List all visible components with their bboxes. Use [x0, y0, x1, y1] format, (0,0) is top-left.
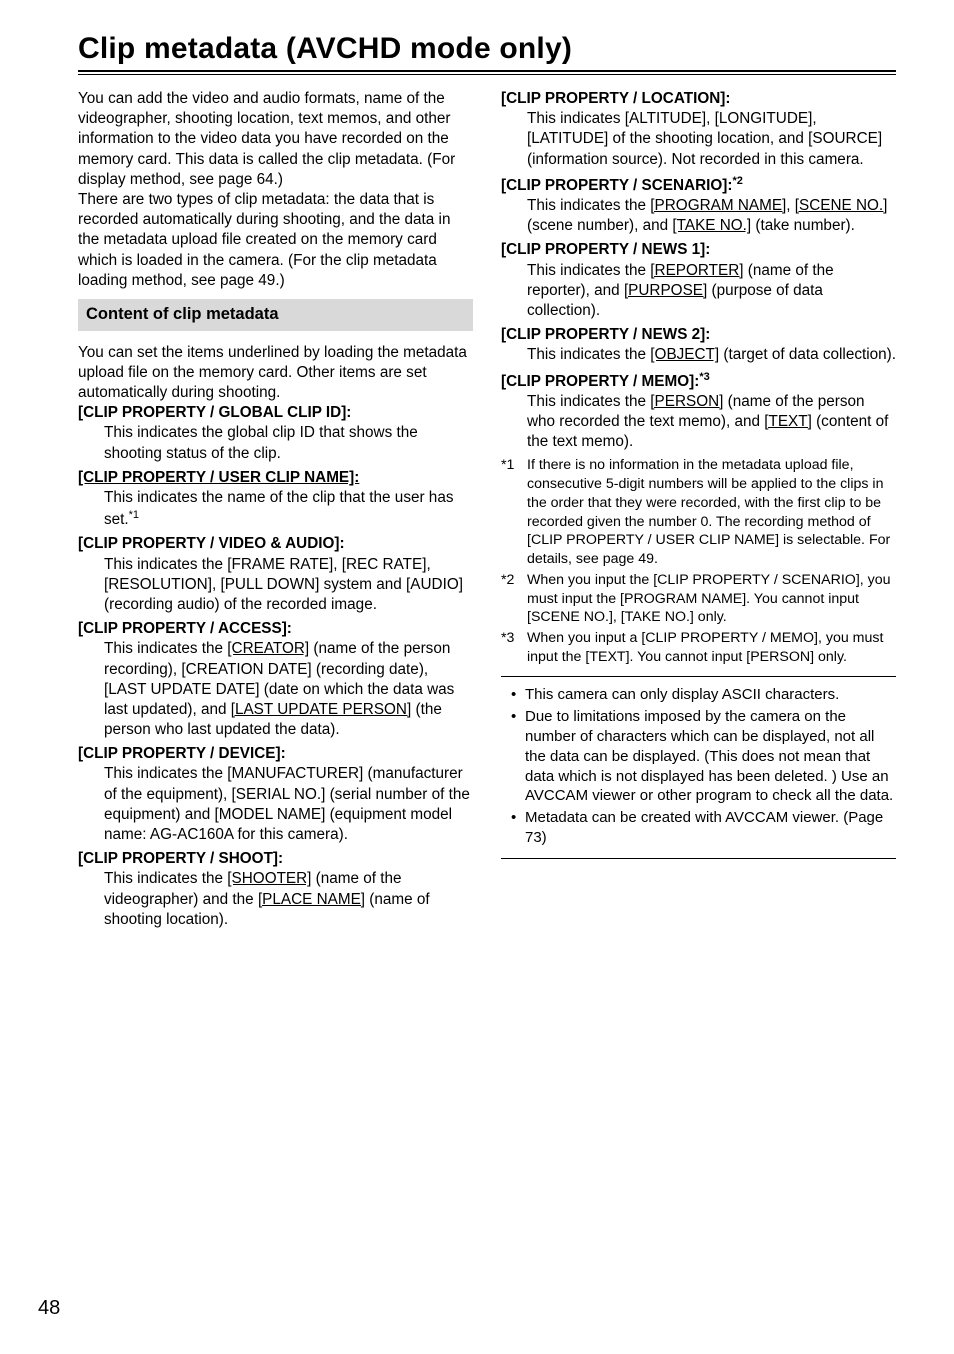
scenario-program-name: [PROGRAM NAME] [650, 197, 786, 214]
body-scenario: This indicates the [PROGRAM NAME], [SCEN… [501, 196, 896, 236]
column-right: [CLIP PROPERTY / LOCATION]: This indicat… [501, 89, 896, 934]
body-video-audio: This indicates the [FRAME RATE], [REC RA… [78, 555, 473, 616]
body-user-clip-name-text: This indicates the name of the clip that… [104, 489, 453, 528]
column-left: You can add the video and audio formats,… [78, 89, 473, 934]
body-user-clip-name: This indicates the name of the clip that… [78, 488, 473, 530]
footnote-1-marker: *1 [501, 456, 527, 568]
news1-purpose: [PURPOSE] [624, 282, 707, 299]
term-shoot: [CLIP PROPERTY / SHOOT]: [78, 849, 473, 869]
term-user-clip-name: [CLIP PROPERTY / USER CLIP NAME]: [78, 468, 473, 488]
body-memo: This indicates the [PERSON] (name of the… [501, 392, 896, 453]
news2-b: (target of data collection). [719, 346, 896, 363]
footnote-1-text: If there is no information in the metada… [527, 456, 896, 568]
memo-person: [PERSON] [650, 393, 723, 410]
body-shoot: This indicates the [SHOOTER] (name of th… [78, 869, 473, 930]
body-news1: This indicates the [REPORTER] (name of t… [501, 261, 896, 322]
body-global-clip-id: This indicates the global clip ID that s… [78, 423, 473, 463]
def-user-clip-name: [CLIP PROPERTY / USER CLIP NAME]: This i… [78, 468, 473, 531]
note-2: Due to limitations imposed by the camera… [511, 707, 896, 806]
def-device: [CLIP PROPERTY / DEVICE]: This indicates… [78, 744, 473, 845]
news2-object: [OBJECT] [650, 346, 719, 363]
footnote-2: *2 When you input the [CLIP PROPERTY / S… [501, 571, 896, 627]
access-creator: [CREATOR] [227, 640, 309, 657]
footnote-3-marker: *3 [501, 629, 527, 666]
sup-star3: *3 [699, 371, 709, 383]
page-container: Clip metadata (AVCHD mode only) You can … [0, 0, 954, 1354]
term-global-clip-id: [CLIP PROPERTY / GLOBAL CLIP ID]: [78, 403, 473, 423]
title-rule-thin [78, 74, 896, 75]
footnotes: *1 If there is no information in the met… [501, 456, 896, 666]
def-scenario: [CLIP PROPERTY / SCENARIO]:*2 This indic… [501, 174, 896, 237]
footnote-2-text: When you input the [CLIP PROPERTY / SCEN… [527, 571, 896, 627]
intro-para-1: You can add the video and audio formats,… [78, 89, 473, 190]
section-intro: You can set the items underlined by load… [78, 343, 473, 404]
scenario-b: , [786, 197, 795, 214]
sup-star1: *1 [129, 509, 139, 521]
term-memo-text: [CLIP PROPERTY / MEMO]: [501, 373, 699, 390]
shoot-place-name: [PLACE NAME] [258, 891, 365, 908]
note-3: Metadata can be created with AVCCAM view… [511, 808, 896, 848]
def-news2: [CLIP PROPERTY / NEWS 2]: This indicates… [501, 325, 896, 365]
term-scenario: [CLIP PROPERTY / SCENARIO]:*2 [501, 174, 896, 196]
note-3-text: Metadata can be created with AVCCAM view… [525, 808, 896, 848]
term-scenario-text: [CLIP PROPERTY / SCENARIO]: [501, 177, 732, 194]
def-global-clip-id: [CLIP PROPERTY / GLOBAL CLIP ID]: This i… [78, 403, 473, 464]
section-header-bar: Content of clip metadata [78, 299, 473, 331]
footnote-1: *1 If there is no information in the met… [501, 456, 896, 568]
news1-a: This indicates the [527, 262, 650, 279]
def-access: [CLIP PROPERTY / ACCESS]: This indicates… [78, 619, 473, 740]
term-memo: [CLIP PROPERTY / MEMO]:*3 [501, 370, 896, 392]
access-a: This indicates the [104, 640, 227, 657]
title-rule-thick [78, 70, 896, 72]
def-shoot: [CLIP PROPERTY / SHOOT]: This indicates … [78, 849, 473, 930]
term-location: [CLIP PROPERTY / LOCATION]: [501, 89, 896, 109]
term-video-audio: [CLIP PROPERTY / VIDEO & AUDIO]: [78, 534, 473, 554]
scenario-take-no: [TAKE NO.] [672, 217, 751, 234]
term-news2: [CLIP PROPERTY / NEWS 2]: [501, 325, 896, 345]
term-access: [CLIP PROPERTY / ACCESS]: [78, 619, 473, 639]
scenario-a: This indicates the [527, 197, 650, 214]
page-title: Clip metadata (AVCHD mode only) [78, 32, 896, 66]
def-news1: [CLIP PROPERTY / NEWS 1]: This indicates… [501, 240, 896, 321]
footnote-3-text: When you input a [CLIP PROPERTY / MEMO],… [527, 629, 896, 666]
body-access: This indicates the [CREATOR] (name of th… [78, 639, 473, 740]
scenario-d: (take number). [751, 217, 855, 234]
body-news2: This indicates the [OBJECT] (target of d… [501, 345, 896, 365]
notes-rule-top [501, 676, 896, 677]
page-number: 48 [38, 1297, 60, 1320]
shoot-a: This indicates the [104, 870, 227, 887]
def-memo: [CLIP PROPERTY / MEMO]:*3 This indicates… [501, 370, 896, 453]
scenario-scene-no: [SCENE NO.] [795, 197, 888, 214]
scenario-c: (scene number), and [527, 217, 672, 234]
note-2-text: Due to limitations imposed by the camera… [525, 707, 896, 806]
note-1: This camera can only display ASCII chara… [511, 685, 896, 705]
footnote-3: *3 When you input a [CLIP PROPERTY / MEM… [501, 629, 896, 666]
body-location: This indicates [ALTITUDE], [LONGITUDE], … [501, 109, 896, 170]
term-news1: [CLIP PROPERTY / NEWS 1]: [501, 240, 896, 260]
access-last-update-person: [LAST UPDATE PERSON] [231, 701, 412, 718]
footnote-2-marker: *2 [501, 571, 527, 627]
memo-a: This indicates the [527, 393, 650, 410]
notes-list: This camera can only display ASCII chara… [501, 685, 896, 847]
memo-text-u: [TEXT] [764, 413, 812, 430]
shoot-shooter: [SHOOTER] [227, 870, 311, 887]
columns: You can add the video and audio formats,… [78, 89, 896, 934]
sup-star2: *2 [732, 175, 742, 187]
note-1-text: This camera can only display ASCII chara… [525, 685, 839, 705]
news1-reporter: [REPORTER] [650, 262, 743, 279]
def-location: [CLIP PROPERTY / LOCATION]: This indicat… [501, 89, 896, 170]
notes-rule-bottom [501, 858, 896, 859]
def-video-audio: [CLIP PROPERTY / VIDEO & AUDIO]: This in… [78, 534, 473, 615]
body-device: This indicates the [MANUFACTURER] (manuf… [78, 764, 473, 845]
intro-para-2: There are two types of clip metadata: th… [78, 190, 473, 291]
news2-a: This indicates the [527, 346, 650, 363]
term-device: [CLIP PROPERTY / DEVICE]: [78, 744, 473, 764]
